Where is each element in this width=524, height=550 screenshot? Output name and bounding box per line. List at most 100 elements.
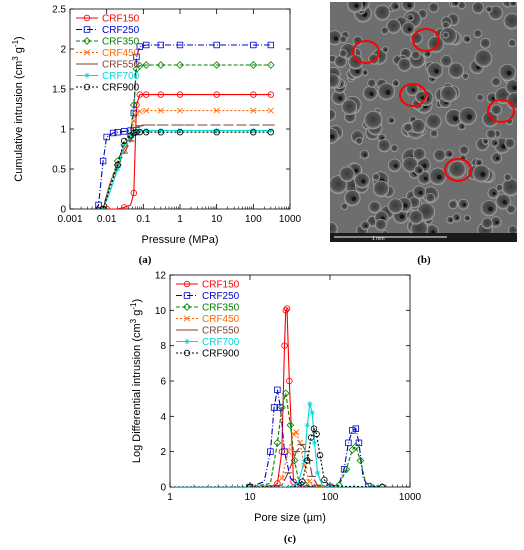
sem-pore-hole: [488, 206, 493, 212]
sem-pore-hole: [399, 214, 405, 220]
panel-a-point-crf900: [99, 205, 107, 209]
panel-b-caption: (b): [417, 254, 431, 266]
panel-a-point-crf250: [176, 41, 184, 49]
sem-pore: [330, 108, 337, 122]
panel-a-legend-label: CRF900: [102, 83, 140, 94]
panel-a-point-crf450: [267, 107, 274, 114]
panel-a-point-crf900: [213, 128, 220, 136]
sem-pore: [386, 18, 401, 34]
sem-pore-hole: [333, 36, 339, 41]
sem-highlight-circle: [444, 158, 472, 182]
panel-c-point-crf900: [313, 430, 320, 438]
panel-c-point-crf350: [273, 438, 282, 447]
sem-pore-hole: [495, 220, 499, 225]
sem-pore-hole: [390, 119, 394, 122]
panel-c-x-tick-label: 100: [322, 492, 339, 503]
panel-c-x-tick-label: 10: [244, 492, 256, 503]
panel-a-point-crf150: [143, 91, 150, 98]
panel-a-point-crf150: [130, 189, 138, 197]
sem-pore-hole: [354, 168, 359, 173]
sem-pore-hole: [436, 174, 442, 180]
panel-a-x-tick-label: 100: [245, 214, 262, 225]
sem-pore-hole: [466, 217, 469, 220]
panel-a-legend-marker: [84, 72, 90, 79]
sem-pore-hole: [369, 91, 374, 97]
panel-a-point-crf250: [109, 129, 117, 137]
sem-pore-hole: [461, 125, 464, 128]
panel-c-legend-label: CRF450: [202, 314, 240, 325]
panel-a-point-crf350: [135, 61, 144, 70]
sem-pore: [425, 192, 436, 203]
sem-pore-hole: [456, 216, 459, 220]
sem-pore: [448, 160, 466, 179]
panel-c-point-crf900: [310, 425, 318, 432]
panel-a-legend-entry: CRF250: [76, 25, 140, 36]
sem-pore-hole: [351, 196, 357, 202]
panel-c-line-crf150: [170, 306, 383, 487]
panel-c-legend-marker: [183, 292, 191, 299]
sem-pore: [506, 204, 516, 214]
panel-a-y-axis-label: Cumulative intrusion (cm3 g-1): [11, 36, 26, 181]
sem-pore-hole: [338, 96, 343, 101]
sem-pore: [374, 4, 391, 21]
panel-a-legend-entry: CRF350: [76, 37, 140, 48]
panel-a-legend-label: CRF700: [102, 71, 140, 82]
panel-c-point-crf350: [342, 465, 351, 474]
panel-c-point-crf250: [281, 448, 288, 455]
sem-pore-hole: [452, 116, 459, 122]
sem-pore: [504, 138, 516, 149]
panel-c-point-crf150: [286, 377, 293, 385]
panel-c-legend-label: CRF550: [202, 326, 240, 337]
panel-c-legend-entry: CRF350: [176, 303, 240, 314]
panel-a-legend-entry: CRF550: [76, 60, 140, 71]
panel-c-legend-marker: [183, 315, 191, 322]
panel-a-y-tick-label: 0.5: [52, 165, 66, 176]
sem-pore-hole: [395, 82, 398, 85]
sem-pore-hole: [449, 219, 453, 222]
sem-pore-hole: [385, 89, 391, 95]
sem-pore: [341, 99, 358, 116]
panel-c-y-tick-label: 6: [160, 377, 166, 388]
panel-a-point-crf900: [130, 129, 138, 137]
sem-pore-hole: [403, 203, 408, 208]
panel-a-point-crf250: [120, 128, 128, 135]
panel-c-point-crf900: [299, 478, 306, 485]
sem-pore-hole: [354, 3, 359, 8]
panel-c-point-crf350: [246, 483, 254, 487]
panel-c-point-crf250: [274, 386, 281, 394]
panel-c-legend-entry: CRF450: [176, 314, 240, 325]
panel-c-point-crf900: [307, 434, 315, 441]
panel-a-point-crf250: [99, 157, 107, 165]
panel-c-x-tick-label: 1000: [399, 492, 422, 503]
panel-a-series-crf150: [95, 91, 275, 209]
sem-pore: [503, 12, 517, 30]
sem-pore-hole: [364, 224, 368, 228]
sem-pore-hole: [488, 8, 491, 11]
panel-c-point-crf250: [277, 404, 284, 411]
sem-pore: [374, 218, 387, 231]
panel-a-point-crf900: [143, 128, 150, 136]
panel-a-line-crf250: [95, 44, 271, 209]
sem-pore: [503, 173, 512, 182]
sem-highlight-circle: [399, 83, 427, 107]
panel-a-x-axis-label: Pressure (MPa): [141, 234, 218, 246]
panel-a-line-crf150: [95, 94, 271, 209]
panel-c-point-crf900: [379, 483, 386, 487]
panel-c-point-crf450: [293, 429, 300, 436]
panel-a-point-crf450: [157, 107, 164, 114]
sem-pore: [339, 49, 348, 58]
sem-pore: [508, 39, 517, 48]
sem-pore-hole: [418, 190, 423, 195]
sem-pore: [490, 104, 502, 116]
sem-pore-hole: [496, 156, 500, 160]
panel-c-legend-entry: CRF550: [176, 326, 240, 337]
panel-c-point-crf150: [281, 342, 288, 349]
panel-c-point-crf900: [316, 452, 324, 459]
panel-c-point-crf350: [286, 421, 295, 430]
sem-pore-hole: [422, 163, 427, 169]
panel-a-point-crf900: [120, 137, 128, 145]
panel-c-series-crf900: [170, 425, 386, 487]
sem-pore-hole: [330, 134, 335, 140]
panel-a-y-tick-label: 2.5: [52, 5, 66, 16]
